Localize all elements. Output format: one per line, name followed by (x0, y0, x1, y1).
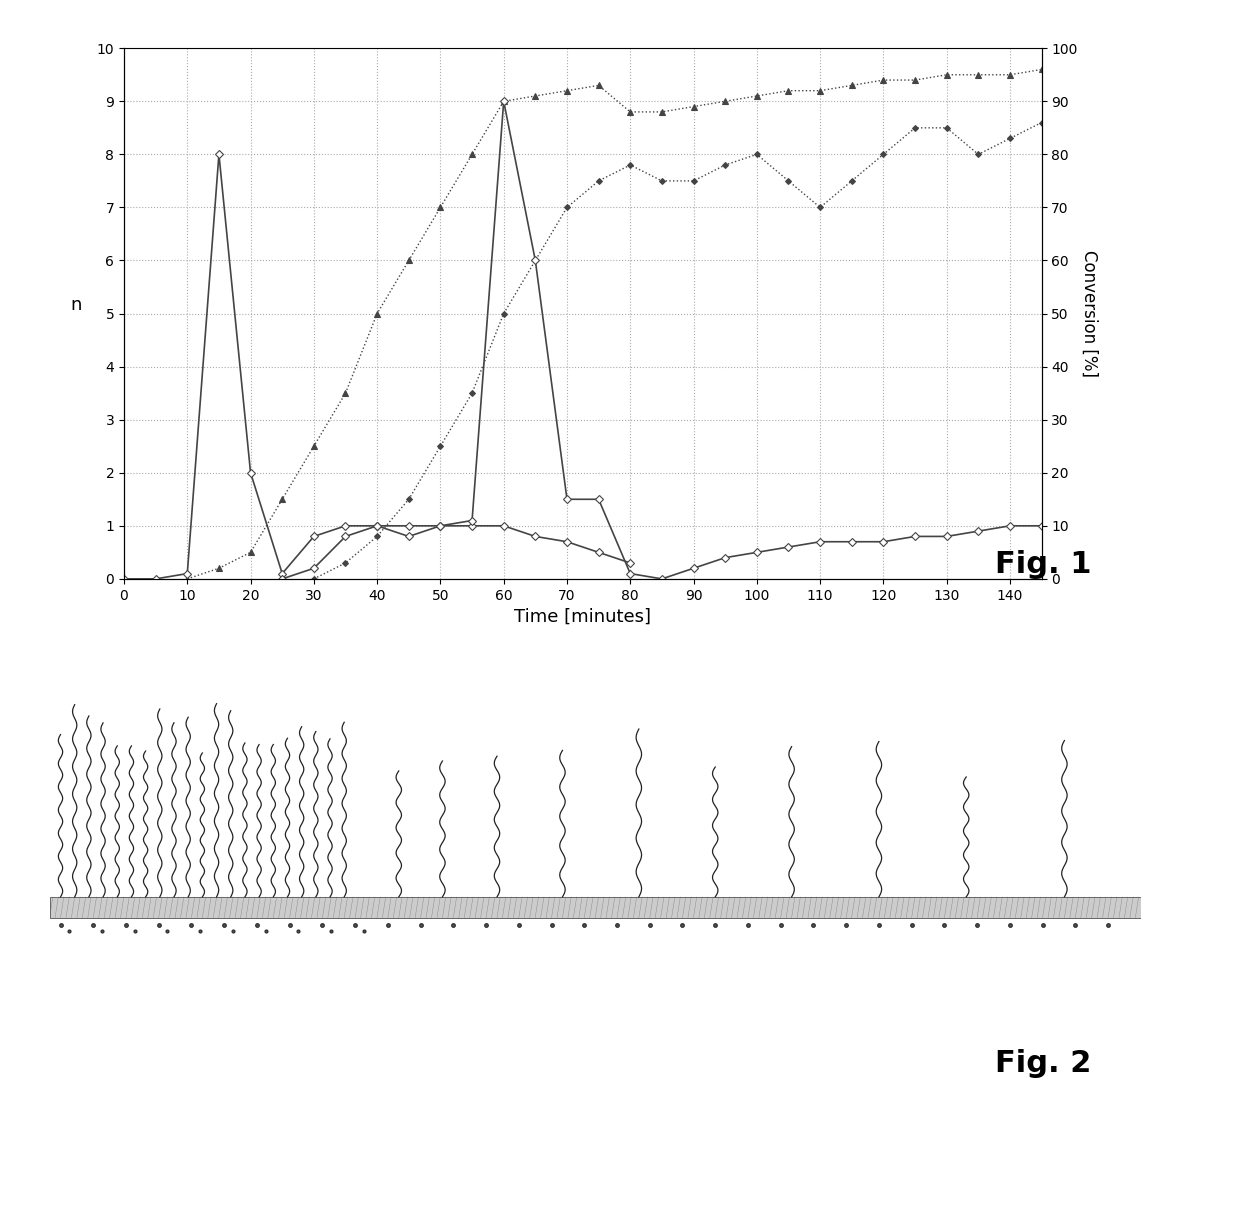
X-axis label: Time [minutes]: Time [minutes] (515, 608, 651, 626)
Text: Fig. 1: Fig. 1 (994, 550, 1091, 579)
Text: Fig. 2: Fig. 2 (994, 1049, 1091, 1078)
FancyBboxPatch shape (50, 897, 1141, 918)
Y-axis label: Conversion [%]: Conversion [%] (1080, 250, 1099, 377)
Y-axis label: n: n (71, 295, 82, 314)
